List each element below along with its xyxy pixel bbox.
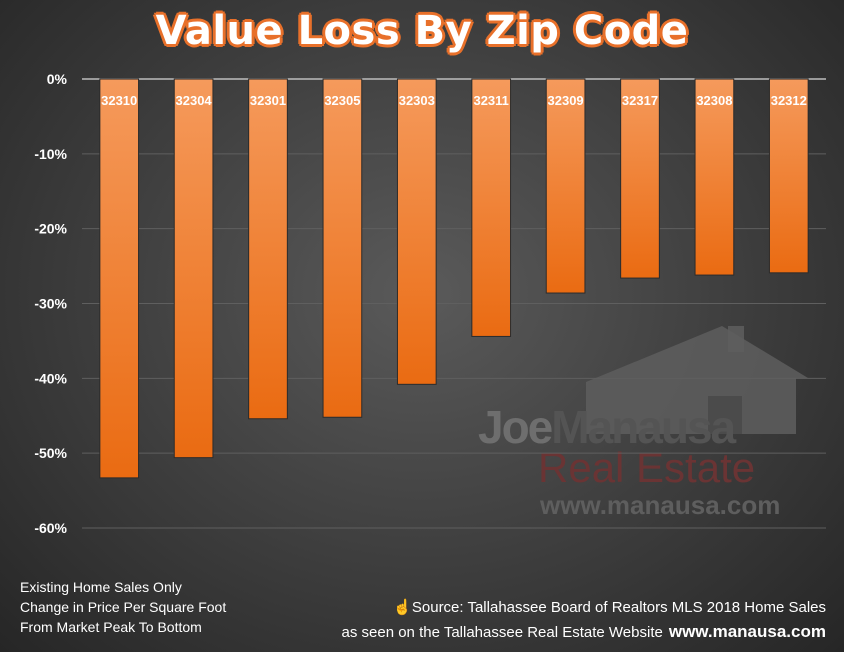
bar [471,78,512,337]
bar-category-label: 32309 [548,93,584,108]
watermark-url: www.manausa.com [540,490,781,520]
y-tick-label: -30% [34,296,67,312]
note-line: From Market Peak To Bottom [20,619,202,635]
bar [768,78,809,274]
note-line: Existing Home Sales Only [20,579,182,595]
chart-title: Value Loss By Zip Code [155,8,689,54]
bar-category-label: 32311 [473,93,508,108]
bar [396,78,437,385]
bar-category-label: 32305 [324,93,360,108]
bar-category-label: 32310 [101,93,137,108]
y-tick-label: -50% [34,445,67,461]
bar [173,78,214,459]
bar [248,78,288,420]
hand-pointer-icon: ☝ [393,599,412,616]
bar-category-label: 32312 [771,93,807,108]
house-icon [586,326,808,434]
source-block: ☝Source: Tallahassee Board of Realtors M… [342,596,826,645]
watermark-name: JoeManausa [478,401,736,453]
source-website-text: as seen on the Tallahassee Real Estate W… [341,624,663,641]
watermark-real-estate: Real Estate [538,444,756,491]
source-site-link[interactable]: www.manausa.com [668,622,826,641]
y-tick-label: 0% [47,71,68,87]
bar-category-label: 32304 [176,93,213,108]
y-tick-label: -20% [34,221,67,237]
bar [620,78,660,279]
bar [322,78,363,418]
y-tick-label: -60% [34,520,67,536]
watermark-logo: JoeManausa Real Estate www.manausa.com [478,322,808,522]
note-line: Change in Price Per Square Foot [20,599,227,615]
bar-category-label: 32303 [399,93,435,108]
bar [99,78,140,479]
bar-category-label: 32301 [250,93,286,108]
y-tick-label: -40% [34,370,67,386]
bar [545,78,586,294]
bar [694,78,735,276]
bar-category-label: 32317 [622,93,658,108]
y-tick-label: -10% [34,146,67,162]
source-text: Source: Tallahassee Board of Realtors ML… [411,599,826,616]
chart-notes: Existing Home Sales Only Change in Price… [20,577,226,637]
bar-category-label: 32308 [696,93,732,108]
